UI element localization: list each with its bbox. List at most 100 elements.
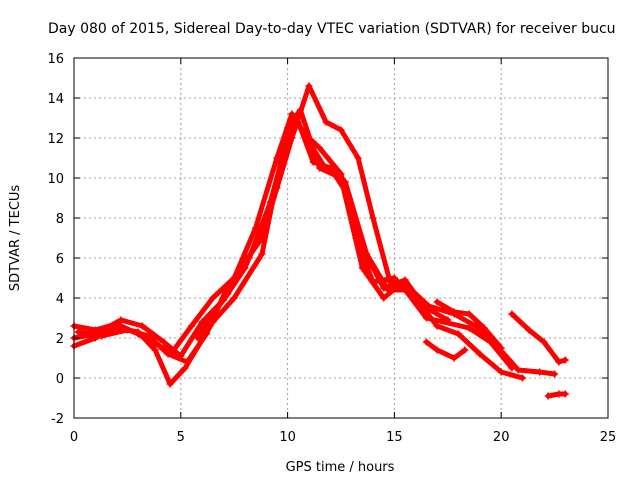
data-point: [145, 332, 153, 340]
data-point: [433, 322, 441, 330]
data-point: [341, 178, 349, 186]
y-tick-label: 16: [47, 52, 64, 67]
data-point: [209, 294, 217, 302]
data-point: [433, 298, 441, 306]
data-point: [181, 364, 189, 372]
data-point: [322, 118, 330, 126]
series-sat-f: [422, 338, 469, 362]
y-axis-label: SDTVAR / TECUs: [8, 185, 23, 292]
data-point: [450, 354, 458, 362]
data-point: [160, 338, 168, 346]
data-point: [305, 138, 313, 146]
data-point: [305, 82, 313, 90]
series-sat-d: [74, 114, 527, 382]
data-point: [480, 324, 488, 332]
series-sat-h: [508, 310, 569, 366]
y-tick-label: 2: [56, 332, 64, 347]
data-point: [497, 344, 505, 352]
data-point: [288, 110, 296, 118]
data-point: [166, 380, 174, 388]
data-point: [117, 316, 125, 324]
data-point: [386, 278, 394, 286]
data-point: [497, 368, 505, 376]
data-point: [433, 346, 441, 354]
data-point: [525, 326, 533, 334]
data-point: [316, 144, 324, 152]
data-point: [138, 322, 146, 330]
data-point: [320, 162, 328, 170]
data-point: [390, 274, 398, 282]
data-point: [258, 250, 266, 258]
x-tick-label: 10: [279, 430, 296, 445]
data-point: [555, 358, 563, 366]
data-point: [508, 310, 516, 318]
y-tick-label: -2: [51, 412, 64, 427]
data-point: [358, 264, 366, 272]
x-axis-label: GPS time / hours: [286, 460, 395, 475]
data-point: [151, 346, 159, 354]
data-point: [224, 290, 232, 298]
data-point: [403, 282, 411, 290]
y-tick-label: 6: [56, 252, 64, 267]
data-point: [384, 286, 392, 294]
data-point: [241, 258, 249, 266]
data-point: [380, 294, 388, 302]
data-point: [401, 276, 409, 284]
data-point: [555, 390, 563, 398]
data-layer: [70, 82, 569, 400]
data-point: [519, 374, 527, 382]
tick-layer: 0 5 10 15 20 25 -2 0 2 4 6 8 10 12 14 16: [47, 52, 616, 445]
data-point: [472, 322, 480, 330]
data-point: [337, 126, 345, 134]
y-tick-label: 10: [47, 172, 64, 187]
data-point: [476, 350, 484, 358]
series-sat-i: [544, 390, 569, 400]
data-point: [369, 214, 377, 222]
x-tick-label: 20: [493, 430, 510, 445]
y-tick-label: 12: [47, 132, 64, 147]
data-point: [288, 134, 296, 142]
x-tick-label: 15: [386, 430, 403, 445]
label-layer: Day 080 of 2015, Sidereal Day-to-day VTE…: [8, 21, 616, 475]
data-point: [454, 330, 462, 338]
data-point: [544, 392, 552, 400]
data-point: [252, 224, 260, 232]
data-point: [74, 328, 82, 336]
chart-title: Day 080 of 2015, Sidereal Day-to-day VTE…: [48, 21, 616, 37]
data-point: [123, 326, 131, 334]
data-point: [450, 308, 458, 316]
data-point: [461, 346, 469, 354]
data-point: [183, 358, 191, 366]
data-point: [209, 310, 217, 318]
data-point: [354, 154, 362, 162]
y-tick-label: 14: [47, 92, 64, 107]
series-trace: [75, 115, 526, 381]
x-tick-label: 0: [70, 430, 78, 445]
data-point: [363, 250, 371, 258]
y-tick-label: 4: [56, 292, 64, 307]
y-tick-label: 0: [56, 372, 64, 387]
data-point: [202, 330, 210, 338]
data-point: [98, 332, 106, 340]
data-point: [465, 324, 473, 332]
y-tick-label: 8: [56, 212, 64, 227]
data-point: [422, 338, 430, 346]
plot-frame: [73, 57, 609, 419]
data-point: [194, 334, 202, 342]
data-point: [514, 366, 522, 374]
data-point: [230, 294, 238, 302]
series-sat-g: [433, 298, 505, 352]
x-tick-label: 25: [600, 430, 617, 445]
data-point: [316, 164, 324, 172]
data-point: [551, 370, 559, 378]
data-point: [164, 350, 172, 358]
data-point: [561, 390, 569, 398]
x-tick-label: 5: [177, 430, 185, 445]
data-point: [187, 322, 195, 330]
data-point: [465, 310, 473, 318]
data-point: [536, 368, 544, 376]
data-point: [258, 234, 266, 242]
